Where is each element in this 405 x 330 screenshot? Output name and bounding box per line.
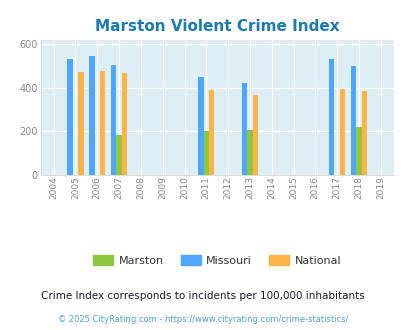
- Bar: [198, 77, 203, 175]
- Bar: [328, 59, 334, 175]
- Bar: [350, 66, 355, 175]
- Bar: [209, 90, 214, 175]
- Bar: [252, 95, 258, 175]
- Bar: [122, 74, 127, 175]
- Bar: [247, 130, 252, 175]
- Bar: [111, 65, 116, 175]
- Bar: [89, 56, 94, 175]
- Title: Marston Violent Crime Index: Marston Violent Crime Index: [95, 19, 339, 34]
- Bar: [361, 91, 366, 175]
- Bar: [241, 83, 247, 175]
- Bar: [67, 59, 72, 175]
- Text: © 2025 CityRating.com - https://www.cityrating.com/crime-statistics/: © 2025 CityRating.com - https://www.city…: [58, 315, 347, 324]
- Bar: [355, 127, 361, 175]
- Legend: Marston, Missouri, National: Marston, Missouri, National: [89, 251, 345, 271]
- Bar: [203, 131, 209, 175]
- Bar: [339, 89, 345, 175]
- Text: Crime Index corresponds to incidents per 100,000 inhabitants: Crime Index corresponds to incidents per…: [41, 291, 364, 301]
- Bar: [100, 71, 105, 175]
- Bar: [116, 135, 121, 175]
- Bar: [78, 72, 83, 175]
